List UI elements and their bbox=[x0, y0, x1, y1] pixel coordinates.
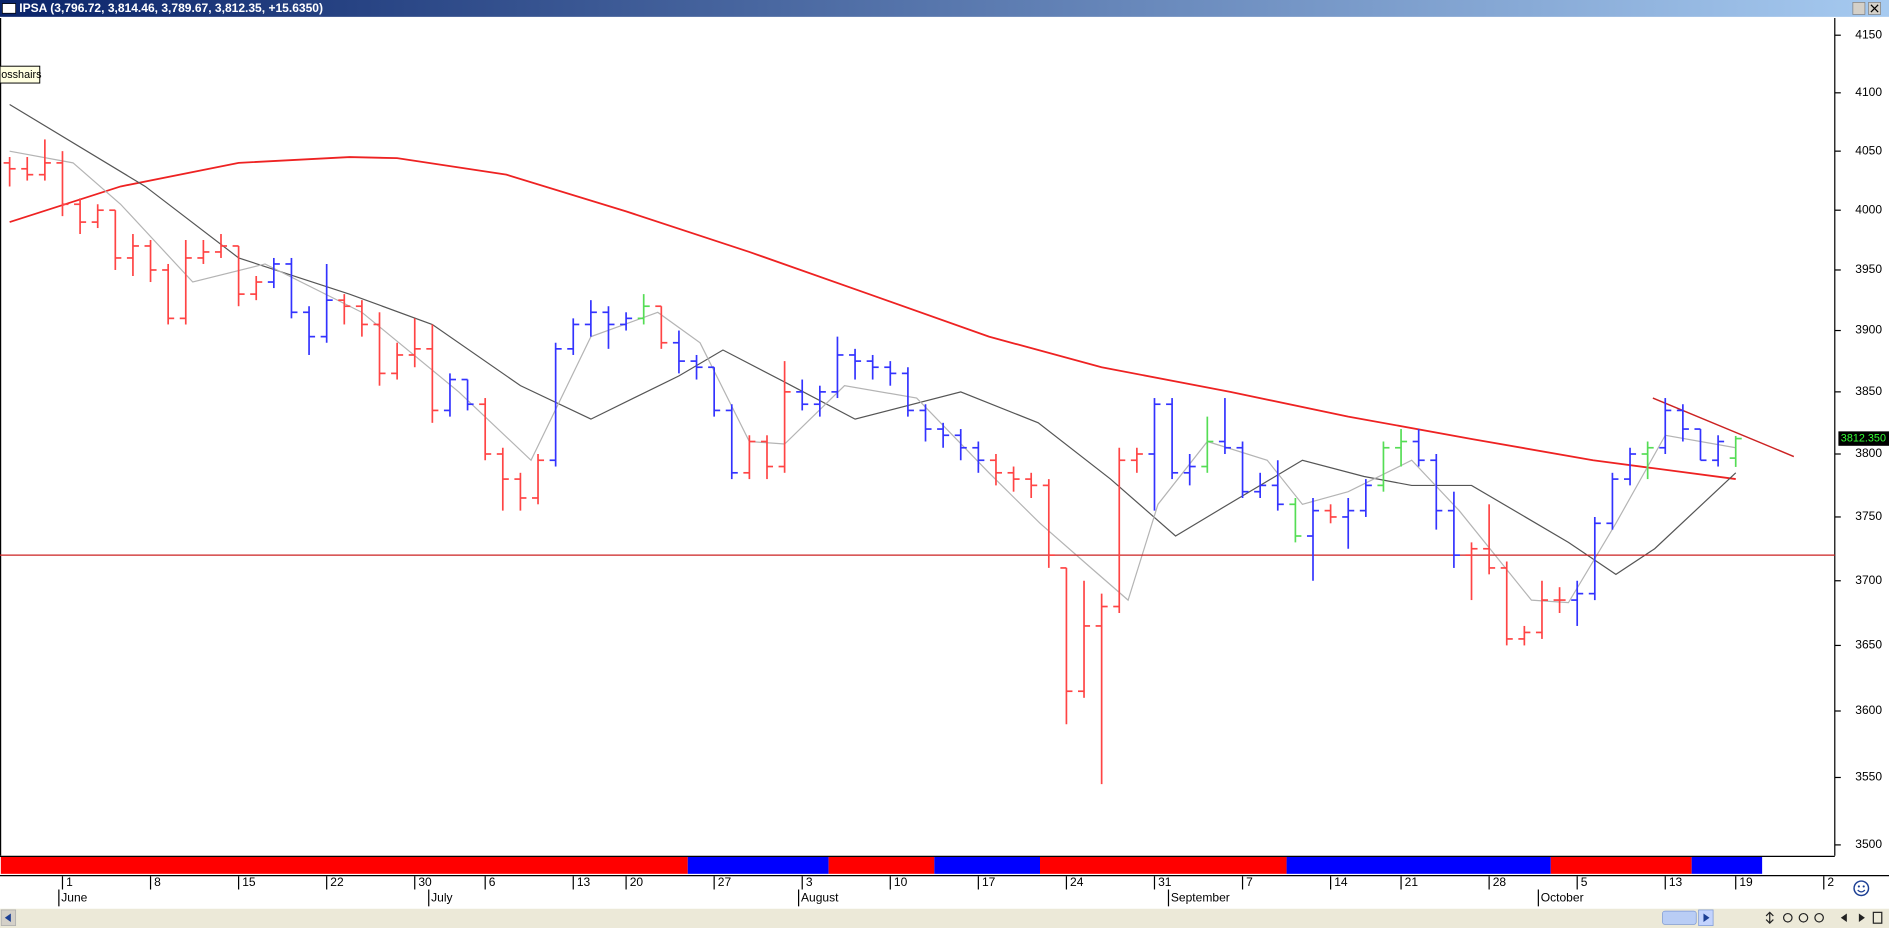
y-tick-label: 3900 bbox=[1855, 323, 1882, 337]
band-segment bbox=[1691, 856, 1763, 874]
scrollbar[interactable] bbox=[0, 908, 1889, 928]
x-tick-label: 7 bbox=[1246, 875, 1253, 889]
zoom-out[interactable] bbox=[1798, 912, 1809, 923]
y-tick-label: 3750 bbox=[1855, 509, 1882, 523]
month-label: June bbox=[61, 891, 87, 905]
band-segment bbox=[1286, 856, 1551, 874]
last-price-box bbox=[1838, 431, 1889, 446]
y-tick-label: 3950 bbox=[1855, 262, 1882, 276]
indicator-line bbox=[9, 156, 1736, 480]
smiley-face bbox=[1853, 880, 1870, 897]
indicator-line bbox=[9, 103, 1737, 576]
x-tick-label: 1 bbox=[66, 875, 73, 889]
zoom-in[interactable] bbox=[1782, 912, 1793, 923]
band-segment bbox=[828, 856, 935, 874]
x-tick-label: 8 bbox=[154, 875, 161, 889]
x-tick-label: 28 bbox=[1493, 875, 1507, 889]
smiley-eye bbox=[1862, 885, 1865, 888]
x-tick-label: 21 bbox=[1405, 875, 1419, 889]
band-segment bbox=[0, 856, 688, 874]
y-tick-label: 4100 bbox=[1855, 85, 1882, 99]
x-tick-label: 6 bbox=[489, 875, 496, 889]
x-tick-label: 24 bbox=[1070, 875, 1084, 889]
indicator-band bbox=[0, 856, 1763, 874]
y-tick-label: 4150 bbox=[1855, 27, 1882, 41]
scroll-left-glyph bbox=[4, 913, 11, 922]
toolbar-icons bbox=[1765, 911, 1883, 925]
window-icon bbox=[2, 3, 17, 14]
scroll-thumb[interactable] bbox=[1662, 910, 1697, 925]
x-tick-label: 19 bbox=[1739, 875, 1753, 889]
smiley-eye bbox=[1857, 885, 1860, 888]
pan-right[interactable] bbox=[1858, 913, 1865, 922]
y-tick-label: 3700 bbox=[1855, 573, 1882, 587]
x-tick-label: 14 bbox=[1334, 875, 1348, 889]
x-tick-label: 10 bbox=[894, 875, 908, 889]
tooltip-text: osshairs bbox=[1, 69, 42, 81]
band-segment bbox=[1550, 856, 1692, 874]
x-tick-label: 13 bbox=[1669, 875, 1683, 889]
pan-left[interactable] bbox=[1840, 913, 1847, 922]
y-tick-label: 4000 bbox=[1855, 202, 1882, 216]
y-tick-label: 3550 bbox=[1855, 770, 1882, 784]
month-label: August bbox=[801, 891, 839, 905]
month-label: September bbox=[1171, 891, 1230, 905]
band-segment bbox=[934, 856, 1040, 874]
y-tick-label: 4050 bbox=[1855, 143, 1882, 157]
x-tick-label: 31 bbox=[1158, 875, 1172, 889]
month-label: October bbox=[1541, 891, 1584, 905]
x-tick-label: 27 bbox=[718, 875, 732, 889]
plot-area bbox=[0, 103, 1835, 785]
x-tick-label: 20 bbox=[630, 875, 644, 889]
window-title: IPSA (3,796.72, 3,814.46, 3,789.67, 3,81… bbox=[19, 1, 323, 15]
x-tick-label: 13 bbox=[577, 875, 591, 889]
x-tick-label: 22 bbox=[330, 875, 344, 889]
x-tick-label: 17 bbox=[982, 875, 996, 889]
price-axis: 3500 3550 3600 3650 3700 3750 3800 3850 3900 3950… bbox=[1834, 27, 1889, 851]
y-tick-label: 3600 bbox=[1855, 703, 1882, 717]
zoom-reset[interactable] bbox=[1814, 912, 1824, 923]
y-tick-label: 3850 bbox=[1855, 384, 1882, 398]
restore-button[interactable] bbox=[1852, 2, 1866, 15]
close-glyph bbox=[1870, 4, 1879, 13]
title-bar bbox=[0, 0, 1889, 17]
smiley-mouth bbox=[1857, 889, 1866, 893]
zoom-vertical[interactable] bbox=[1765, 911, 1774, 925]
x-tick-label: 5 bbox=[1581, 875, 1588, 889]
month-label: July bbox=[431, 891, 452, 905]
scroll-right-glyph bbox=[1703, 913, 1710, 922]
y-tick-label: 3500 bbox=[1855, 837, 1882, 851]
tooltip-box bbox=[0, 65, 41, 84]
x-tick-label: 30 bbox=[418, 875, 432, 889]
x-tick-label: 15 bbox=[242, 875, 256, 889]
indicator-line bbox=[1652, 397, 1795, 458]
status-smiley[interactable] bbox=[1853, 880, 1870, 897]
y-tick-label: 3800 bbox=[1855, 446, 1882, 460]
last-price-label: 3812.350 bbox=[1841, 432, 1886, 444]
band-segment bbox=[687, 856, 829, 874]
y-tick-label: 3650 bbox=[1855, 638, 1882, 652]
band-segment bbox=[1039, 856, 1287, 874]
x-tick-label: 3 bbox=[806, 875, 813, 889]
x-tick-label: 2 bbox=[1827, 875, 1834, 889]
page-icon[interactable] bbox=[1872, 911, 1883, 924]
